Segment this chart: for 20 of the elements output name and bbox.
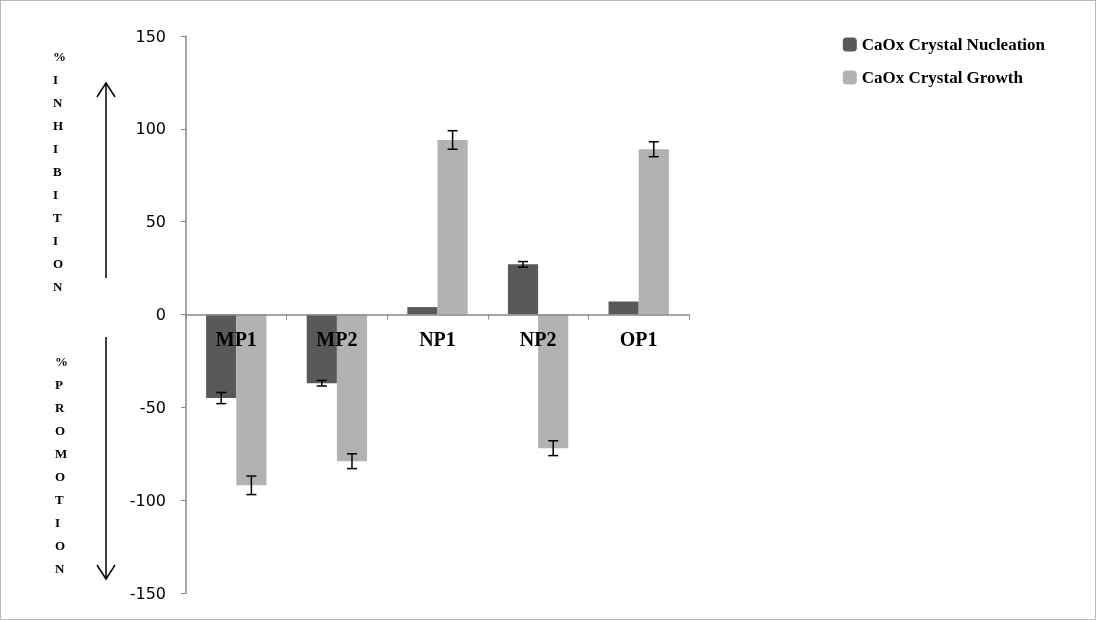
bar	[638, 149, 669, 315]
legend-label: CaOx Crystal Nucleation	[861, 35, 1046, 54]
y-tick-label: -50	[139, 397, 166, 417]
x-tick-label: NP2	[519, 327, 557, 350]
x-tick-label: MP1	[215, 327, 257, 350]
y-tick-label: 100	[135, 119, 166, 139]
y-tick-label: 0	[155, 305, 166, 324]
bar	[507, 264, 539, 315]
bar	[437, 139, 468, 315]
y-tick-label: 150	[135, 26, 166, 46]
y-tick-label: -100	[129, 490, 166, 510]
bar	[407, 307, 438, 315]
text: %INHIBITION	[53, 48, 66, 294]
x-tick-label: NP1	[419, 327, 456, 350]
y-tick-label: 50	[145, 212, 166, 232]
y-tick-label: -150	[129, 583, 166, 603]
x-tick-label: OP1	[619, 327, 658, 350]
bar	[608, 301, 639, 315]
text: %PROMOTION	[55, 354, 68, 576]
legend-label: CaOx Crystal Growth	[861, 68, 1024, 87]
